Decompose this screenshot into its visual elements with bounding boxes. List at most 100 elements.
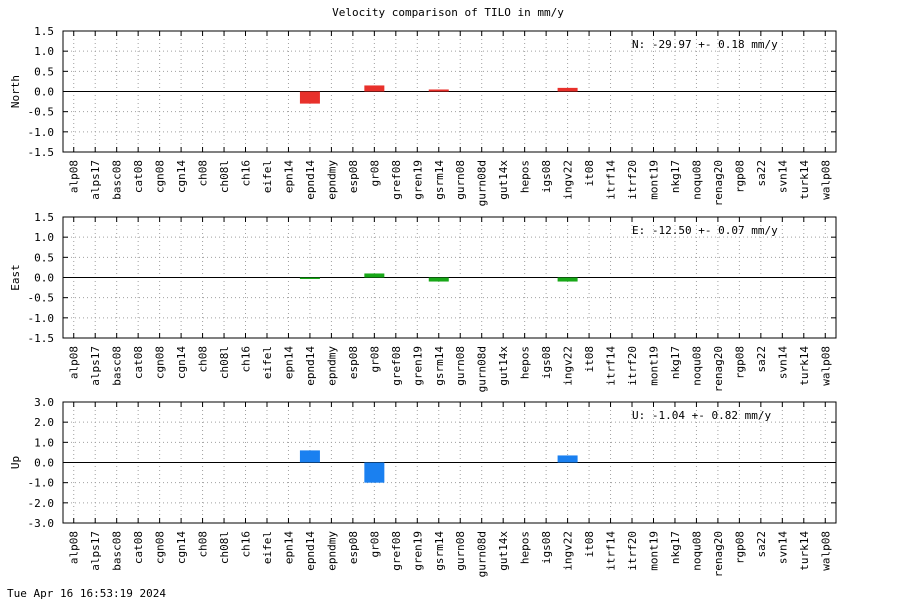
x-tick-label: gut14x bbox=[497, 346, 510, 386]
x-tick-label: ingv22 bbox=[562, 346, 575, 386]
y-tick-label: -1.0 bbox=[28, 312, 55, 325]
x-tick-label: renag20 bbox=[712, 346, 725, 392]
y-tick-label: -1.5 bbox=[28, 146, 55, 159]
x-tick-label: gurn08d bbox=[476, 531, 489, 577]
y-tick-label: -0.5 bbox=[28, 292, 55, 305]
y-tick-label: 3.0 bbox=[34, 396, 54, 409]
x-tick-label: cgn08 bbox=[154, 346, 167, 379]
x-tick-label: rgp08 bbox=[733, 346, 746, 379]
x-tick-label: gsrm14 bbox=[433, 531, 446, 571]
x-tick-label: renag20 bbox=[712, 160, 725, 206]
x-tick-label: gref08 bbox=[390, 346, 403, 386]
y-tick-label: -1.0 bbox=[28, 126, 55, 139]
x-tick-label: ch16 bbox=[240, 531, 253, 558]
y-tick-label: 1.0 bbox=[34, 231, 54, 244]
y-tick-label: 1.5 bbox=[34, 25, 54, 38]
x-tick-label: igs08 bbox=[540, 346, 553, 379]
x-tick-label: alp08 bbox=[68, 160, 81, 193]
y-tick-label: 0.0 bbox=[34, 457, 54, 470]
y-tick-label: 0.0 bbox=[34, 86, 54, 99]
x-tick-label: hepos bbox=[519, 160, 532, 193]
plot-frame bbox=[62, 216, 837, 339]
x-tick-label: epnd14 bbox=[304, 531, 317, 571]
x-tick-label: sa22 bbox=[755, 346, 768, 373]
x-tick-label: svn14 bbox=[776, 160, 789, 193]
timestamp: Tue Apr 16 16:53:19 2024 bbox=[7, 587, 166, 600]
y-tick-label: 1.0 bbox=[34, 45, 54, 58]
x-tick-label: cat08 bbox=[132, 531, 145, 564]
y-axis-label: Up bbox=[9, 456, 22, 469]
x-tick-label: rgp08 bbox=[733, 531, 746, 564]
x-tick-label: ch16 bbox=[240, 160, 253, 187]
figure-title: Velocity comparison of TILO in mm/y bbox=[332, 6, 564, 19]
x-tick-label: gurn08 bbox=[454, 160, 467, 200]
x-tick-label: epn14 bbox=[282, 160, 295, 193]
y-tick-label: -3.0 bbox=[28, 517, 55, 530]
x-tick-label: gsrm14 bbox=[433, 346, 446, 386]
x-tick-label: ch08l bbox=[218, 160, 231, 193]
y-tick-label: 0.5 bbox=[34, 65, 54, 78]
bar-gr08 bbox=[364, 85, 385, 92]
x-tick-label: walp08 bbox=[819, 346, 832, 386]
x-tick-label: gsrm14 bbox=[433, 160, 446, 200]
x-tick-label: it08 bbox=[583, 346, 596, 373]
x-tick-label: gurn08d bbox=[476, 346, 489, 392]
x-tick-label: basc08 bbox=[111, 160, 124, 200]
x-tick-label: basc08 bbox=[111, 531, 124, 571]
x-tick-label: alp08 bbox=[68, 531, 81, 564]
x-tick-label: epndmy bbox=[325, 531, 338, 571]
x-tick-label: eifel bbox=[261, 346, 274, 379]
bar-gsrm14 bbox=[428, 277, 449, 282]
x-tick-label: noqu08 bbox=[690, 160, 703, 200]
y-tick-label: 2.0 bbox=[34, 416, 54, 429]
x-tick-label: nkg17 bbox=[669, 346, 682, 379]
x-tick-label: epn14 bbox=[282, 346, 295, 379]
x-tick-label: nkg17 bbox=[669, 531, 682, 564]
x-tick-label: turk14 bbox=[798, 531, 811, 571]
x-tick-label: alp08 bbox=[68, 346, 81, 379]
bar-epnd14 bbox=[299, 450, 320, 463]
y-tick-label: 0.0 bbox=[34, 272, 54, 285]
x-tick-label: gut14x bbox=[497, 160, 510, 200]
x-tick-label: walp08 bbox=[819, 531, 832, 571]
plot-frame bbox=[62, 401, 837, 524]
x-tick-label: basc08 bbox=[111, 346, 124, 386]
y-tick-label: -0.5 bbox=[28, 106, 55, 119]
x-tick-label: igs08 bbox=[540, 160, 553, 193]
x-tick-label: gr08 bbox=[368, 160, 381, 187]
x-tick-label: hepos bbox=[519, 346, 532, 379]
x-tick-label: alps17 bbox=[89, 346, 102, 386]
x-tick-label: ch08 bbox=[197, 160, 210, 187]
x-tick-label: gren19 bbox=[411, 531, 424, 571]
x-tick-label: gurn08 bbox=[454, 346, 467, 386]
x-tick-label: gurn08d bbox=[476, 160, 489, 206]
bar-gr08 bbox=[364, 462, 385, 483]
x-tick-label: cgn08 bbox=[154, 160, 167, 193]
y-tick-label: -2.0 bbox=[28, 497, 55, 510]
x-tick-label: cgn14 bbox=[175, 160, 188, 193]
x-tick-label: eifel bbox=[261, 160, 274, 193]
x-tick-label: alps17 bbox=[89, 531, 102, 571]
x-tick-label: noqu08 bbox=[690, 346, 703, 386]
x-tick-label: gr08 bbox=[368, 346, 381, 373]
y-tick-label: 1.0 bbox=[34, 436, 54, 449]
bar-ingv22 bbox=[557, 87, 578, 92]
chart-panels: 1.5 1.0 0.5 0.0 -0.5 -1.0 -1.5 North N: -29.97 +… bbox=[9, 25, 837, 577]
x-tick-label: gref08 bbox=[390, 160, 403, 200]
x-tick-label: cgn14 bbox=[175, 531, 188, 564]
x-tick-label: gren19 bbox=[411, 160, 424, 200]
x-tick-label: epnd14 bbox=[304, 346, 317, 386]
x-tick-label: igs08 bbox=[540, 531, 553, 564]
panel-east: 1.5 1.0 0.5 0.0 -0.5 -1.0 -1.5 East E: -12.50 +-… bbox=[9, 211, 837, 392]
x-tick-label: noqu08 bbox=[690, 531, 703, 571]
x-tick-label: itrf20 bbox=[626, 531, 639, 571]
x-tick-label: mont19 bbox=[647, 531, 660, 571]
x-tick-label: turk14 bbox=[798, 160, 811, 200]
x-tick-label: ch08l bbox=[218, 531, 231, 564]
x-tick-label: ch08 bbox=[197, 346, 210, 373]
x-tick-label: itrf20 bbox=[626, 160, 639, 200]
x-tick-label: gren19 bbox=[411, 346, 424, 386]
y-tick-label: -1.5 bbox=[28, 332, 55, 345]
panel-up: 3.0 2.0 1.0 0.0 -1.0 -2.0 -3.0 Up U: -1.04 +- 0.… bbox=[9, 396, 837, 577]
